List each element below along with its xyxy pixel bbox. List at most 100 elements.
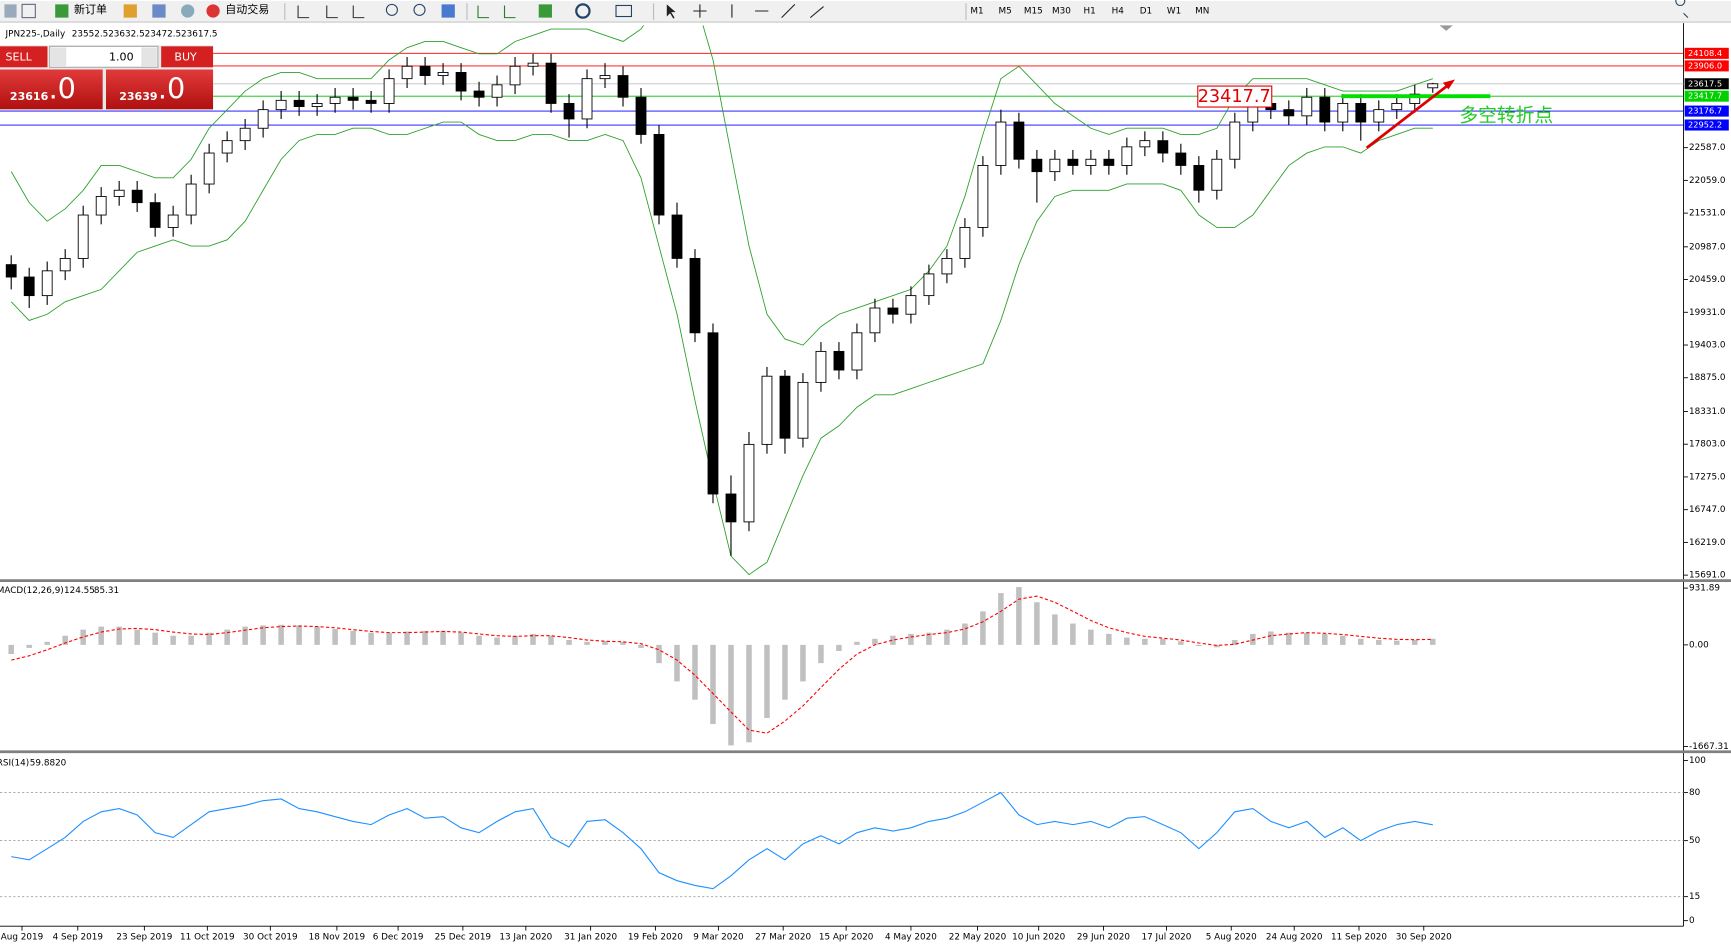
- candle-body: [743, 443, 755, 523]
- icon[interactable]: [4, 4, 17, 18]
- legend-value: 23617.5: [181, 30, 218, 40]
- price-tag-label: 22952.2: [1688, 120, 1722, 130]
- volume-value[interactable]: 1.00: [109, 50, 134, 63]
- macd-histogram-bar: [134, 629, 140, 645]
- macd-histogram-bar: [332, 629, 338, 645]
- sell-button[interactable]: [0, 46, 48, 68]
- candle-body: [1103, 158, 1115, 166]
- y-tick-label: 20459.0: [1689, 275, 1726, 285]
- candle-body: [671, 214, 683, 259]
- candle-body: [1121, 146, 1133, 166]
- x-tick-label: 30 Sep 2020: [1396, 933, 1452, 943]
- candle-body: [1301, 96, 1313, 117]
- candle-body: [491, 84, 503, 98]
- candle-body: [1139, 140, 1151, 148]
- zoom-out[interactable]: [413, 3, 426, 16]
- candle-body: [1211, 158, 1223, 191]
- timeframe-button[interactable]: M5: [999, 6, 1012, 16]
- autotrade-button[interactable]: 自动交易: [225, 2, 269, 16]
- sell-label[interactable]: SELL: [6, 50, 33, 63]
- candle-body: [527, 62, 539, 67]
- volume-down[interactable]: [50, 47, 67, 67]
- legend-value: 124.55: [64, 586, 95, 596]
- indicator-icon[interactable]: [538, 4, 552, 18]
- candle-body: [1373, 109, 1385, 123]
- buy-price-frac[interactable]: .0: [158, 71, 185, 105]
- draw-tools[interactable]: [731, 3, 824, 19]
- sell-price[interactable]: 23616: [10, 90, 49, 103]
- macd-histogram-bar: [1214, 644, 1220, 648]
- candle-body: [581, 78, 593, 120]
- candle-body: [41, 270, 53, 297]
- toolbar-bg: [0, 1, 1731, 23]
- y-tick-label: 0.00: [1689, 640, 1709, 650]
- new-order-button[interactable]: 新订单: [74, 2, 107, 16]
- cursor-tool[interactable]: [666, 4, 676, 19]
- scroll-icons[interactable]: [477, 5, 516, 19]
- timeframe-button[interactable]: W1: [1167, 6, 1181, 16]
- autotrade-icon[interactable]: [206, 4, 220, 18]
- macd-histogram-bar: [1124, 637, 1130, 645]
- sell-price-frac[interactable]: .0: [49, 71, 76, 105]
- template-icon[interactable]: [615, 4, 633, 18]
- candle-body: [1355, 103, 1367, 123]
- candle-body: [689, 257, 701, 334]
- buy-button[interactable]: [161, 46, 214, 68]
- candle-body: [149, 202, 161, 228]
- zoom-in[interactable]: [385, 3, 398, 16]
- candle-body: [167, 214, 179, 228]
- candle-body: [1409, 93, 1421, 104]
- y-tick-label: 80: [1689, 788, 1701, 798]
- icon[interactable]: [123, 4, 137, 18]
- macd-histogram-bar: [8, 644, 14, 655]
- buy-label[interactable]: BUY: [174, 50, 197, 63]
- macd-histogram-bar: [1250, 633, 1256, 645]
- candle-body: [455, 72, 467, 92]
- search-icon[interactable]: [1675, 0, 1689, 19]
- candle-body: [509, 65, 521, 86]
- timeframe-button[interactable]: M1: [970, 6, 983, 16]
- y-tick-label: 17275.0: [1689, 472, 1726, 482]
- x-tick-label: 13 Jan 2020: [499, 933, 552, 943]
- icon[interactable]: [21, 3, 36, 19]
- candle-body: [95, 195, 107, 216]
- macd-plot: [8, 586, 1436, 746]
- y-tick-label: 17803.0: [1689, 440, 1726, 450]
- tile-icon[interactable]: [441, 4, 455, 18]
- crosshair-tool[interactable]: [693, 4, 707, 18]
- x-tick-label: 24 Aug 2020: [1266, 933, 1323, 943]
- timeframe-button[interactable]: MN: [1195, 6, 1209, 16]
- macd-histogram-bar: [728, 644, 734, 746]
- macd-histogram-bar: [476, 635, 482, 645]
- sell-price-box[interactable]: [0, 69, 103, 110]
- turning-point-annotation: 多空转折点: [1459, 104, 1553, 126]
- macd-histogram-bar: [656, 644, 662, 664]
- period-icon[interactable]: [575, 3, 591, 19]
- macd-histogram-bar: [152, 632, 158, 645]
- macd-histogram-bar: [494, 637, 500, 645]
- timeframe-button[interactable]: M15: [1024, 6, 1043, 16]
- timeframe-button[interactable]: H1: [1083, 6, 1095, 16]
- candle-body: [869, 307, 881, 334]
- new-order-icon[interactable]: [55, 4, 69, 18]
- macd-signal-line: [11, 595, 1433, 734]
- macd-histogram-bar: [566, 639, 572, 645]
- timeframe-button[interactable]: M30: [1052, 6, 1071, 16]
- volume-input[interactable]: [49, 45, 159, 68]
- x-tick-label: 25 Dec 2019: [435, 933, 491, 943]
- buy-price-box[interactable]: [105, 69, 214, 110]
- timeframe-button[interactable]: D1: [1140, 6, 1152, 16]
- y-tick-label: 50: [1689, 836, 1701, 846]
- y-tick-label: 19403.0: [1689, 341, 1726, 351]
- chart-type-icons[interactable]: [297, 5, 365, 19]
- icon[interactable]: [152, 4, 166, 18]
- candle-body: [203, 152, 215, 185]
- y-tick-label: 15: [1689, 892, 1700, 902]
- volume-up[interactable]: [141, 47, 157, 67]
- icon[interactable]: [181, 4, 195, 18]
- macd-histogram-bar: [368, 632, 374, 645]
- buy-price[interactable]: 23639: [119, 90, 157, 103]
- x-tick-label: 19 Feb 2020: [628, 933, 683, 943]
- candle-body: [1157, 140, 1169, 154]
- timeframe-button[interactable]: H4: [1112, 6, 1125, 16]
